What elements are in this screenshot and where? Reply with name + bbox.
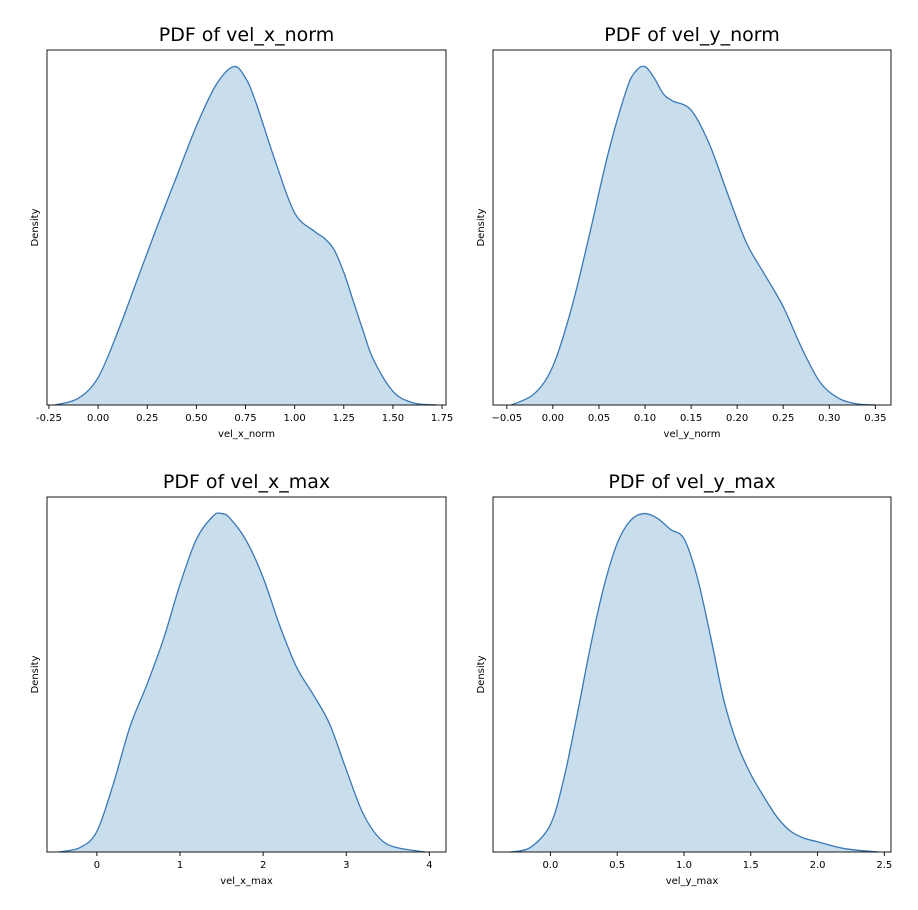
x-tick-label: 0.30: [818, 413, 840, 424]
axes-frame: [46, 496, 447, 853]
x-tick-label: 2: [260, 860, 266, 871]
x-tick-label: 1.00: [284, 413, 306, 424]
density-curve: [510, 512, 878, 853]
x-tick-label: 0.75: [234, 413, 256, 424]
chart-title: PDF of vel_x_norm: [159, 24, 335, 46]
x-tick-label: 0.25: [136, 413, 158, 424]
x-tick-label: 2.5: [876, 860, 892, 871]
x-axis-label: vel_x_norm: [218, 429, 275, 440]
chart-panel-3: 0 1 2 3 4 PDF of vel_x_max vel_x_max Density: [30, 471, 447, 887]
x-tick-label: 3: [343, 860, 349, 871]
x-tick-label: 0.10: [634, 413, 656, 424]
chart-title: PDF of vel_y_norm: [604, 24, 780, 46]
y-axis-label: Density: [476, 208, 487, 246]
x-tick-label: 0.00: [542, 413, 564, 424]
x-tick-label: 1: [177, 860, 183, 871]
x-axis-label: vel_y_norm: [664, 429, 721, 440]
x-axis-label: vel_x_max: [220, 876, 273, 887]
axes-frame: [492, 496, 892, 853]
x-tick-label: 0.5: [609, 860, 625, 871]
density-curve: [59, 512, 426, 853]
x-tick-label: 1.75: [431, 413, 453, 424]
x-tick-label: −0.05: [491, 413, 522, 424]
axes-frame: [492, 49, 892, 406]
x-tick-label: 0.0: [542, 860, 558, 871]
y-axis-label: Density: [30, 208, 41, 246]
chart-panel-2: −0.05 0.00 0.05 0.10 0.15 0.20 0.25 0.30 0.35 PDF…: [476, 24, 892, 440]
x-axis-label: vel_y_max: [666, 876, 719, 887]
x-tick-label: 2.0: [810, 860, 826, 871]
x-tick-label: 0.20: [726, 413, 748, 424]
density-area: [54, 66, 437, 405]
x-tick-label: 0.35: [864, 413, 886, 424]
x-tick-label: 0.15: [680, 413, 702, 424]
density-curve: [54, 65, 437, 406]
chart-title: PDF of vel_x_max: [163, 471, 330, 493]
x-tick-label: 0: [94, 860, 100, 871]
density-area: [511, 66, 876, 405]
x-tick-label: -0.25: [36, 413, 62, 424]
x-tick-label: 1.5: [743, 860, 759, 871]
x-tick-label: 0.00: [87, 413, 109, 424]
x-tick-label: 0.25: [772, 413, 794, 424]
x-tick-label: 0.50: [185, 413, 207, 424]
x-tick-label: 4: [426, 860, 432, 871]
chart-panel-1: -0.25 0.00 0.25 0.50 0.75 1.00 1.25 1.50 1.75 PDF…: [30, 24, 453, 440]
x-tick-label: 1.0: [676, 860, 692, 871]
x-tick-label: 1.50: [382, 413, 404, 424]
density-curve: [511, 65, 876, 406]
y-axis-label: Density: [476, 655, 487, 693]
chart-title: PDF of vel_y_max: [608, 471, 775, 493]
density-area: [59, 512, 426, 852]
y-axis-label: Density: [30, 655, 41, 693]
x-tick-label: 0.05: [588, 413, 610, 424]
axes-frame: [46, 49, 447, 406]
density-area: [510, 513, 878, 852]
chart-panel-4: 0.0 0.5 1.0 1.5 2.0 2.5 PDF of vel_y_max vel_y_…: [476, 471, 892, 887]
x-tick-label: 1.25: [333, 413, 355, 424]
